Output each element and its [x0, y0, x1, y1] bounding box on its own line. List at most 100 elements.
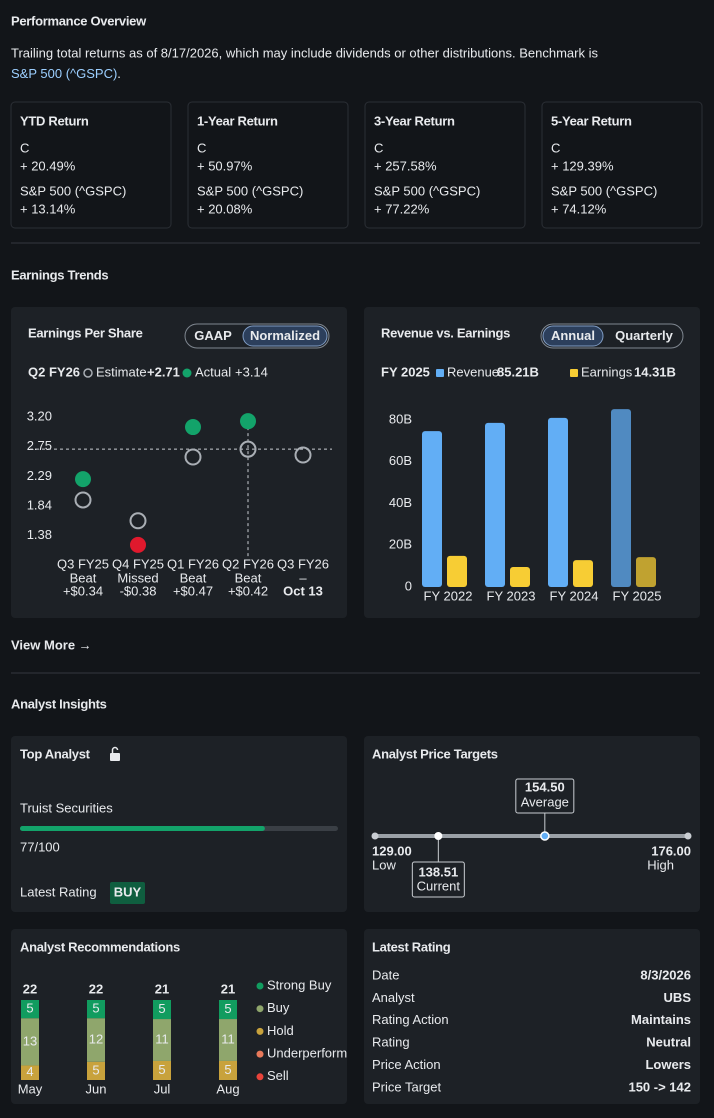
symbol-return: + 50.97% [197, 158, 253, 173]
stack-segment[interactable] [219, 1019, 237, 1061]
benchmark: S&P 500 (^GSPC) [20, 183, 126, 198]
row-label: Price Action [372, 1057, 441, 1072]
rating-badge-text: BUY [114, 884, 142, 899]
panel [364, 929, 700, 1104]
result-label: Beat [70, 570, 97, 585]
bar[interactable] [636, 557, 656, 587]
result-label: Beat [180, 570, 207, 585]
y-tick-label: 20B [389, 537, 412, 552]
total-label: 22 [89, 981, 103, 996]
toggle-active [542, 325, 604, 347]
score-bar [20, 826, 265, 831]
bar[interactable] [485, 422, 505, 587]
bar[interactable] [611, 409, 631, 587]
bar[interactable] [510, 566, 530, 587]
x-tick-label: Q3 FY25 [57, 556, 109, 571]
stack-segment[interactable] [219, 1000, 237, 1020]
stack-segment[interactable] [153, 1060, 171, 1080]
total-label: 21 [221, 981, 235, 996]
symbol: C [197, 140, 206, 155]
y-tick-label: 80B [389, 411, 412, 426]
toggle-option[interactable]: Annual [551, 328, 595, 343]
return-card [10, 101, 172, 229]
return-card [541, 101, 703, 229]
segment-label: 12 [89, 1031, 103, 1046]
toggle-option[interactable]: GAAP [194, 328, 232, 343]
return-card [187, 101, 349, 229]
card-title: YTD Return [20, 113, 89, 128]
stack-segment[interactable] [21, 1000, 39, 1019]
legend-label: Earnings [581, 364, 633, 379]
stack-segment[interactable] [87, 1061, 105, 1080]
estimate-point [129, 512, 147, 530]
x-tick-label: Q1 FY26 [167, 556, 219, 571]
surprise-label: +$0.42 [228, 583, 268, 598]
stack-segment[interactable] [21, 1065, 39, 1080]
legend-dot [256, 1050, 264, 1058]
surprise-label: +$0.34 [63, 583, 103, 598]
stack-segment[interactable] [153, 1000, 171, 1020]
stack-segment[interactable] [87, 1000, 105, 1019]
actual-point [240, 413, 256, 430]
legend-label: Sell [267, 1068, 289, 1083]
bar[interactable] [573, 560, 593, 587]
bar[interactable] [422, 431, 442, 587]
y-tick-label: 60B [389, 453, 412, 468]
y-tick-label: 3.20 [27, 409, 52, 424]
stack-segment[interactable] [87, 1018, 105, 1062]
card-title: Revenue vs. Earnings [381, 325, 510, 340]
y-tick-label: 1.38 [27, 527, 52, 542]
row-value: Neutral [646, 1035, 691, 1050]
high-name: High [647, 857, 674, 872]
x-tick-label: FY 2024 [550, 588, 599, 603]
stack-segment[interactable] [153, 1019, 171, 1061]
segment-label: 5 [158, 1001, 165, 1016]
segment-label: 5 [224, 1001, 231, 1016]
result-label: – [299, 570, 307, 585]
card-title: Analyst Price Targets [372, 746, 498, 761]
bar[interactable] [447, 555, 467, 587]
page-title: Performance Overview [11, 13, 147, 28]
segment-label: 13 [23, 1033, 37, 1048]
legend-actual [182, 368, 192, 378]
symbol-return: + 129.39% [551, 158, 614, 173]
stack-segment[interactable] [21, 1018, 39, 1066]
panel [11, 736, 347, 912]
rating-badge [110, 882, 145, 904]
row-label: Analyst [372, 990, 415, 1005]
row-value: 8/3/2026 [640, 967, 691, 982]
bar[interactable] [548, 417, 568, 587]
stack-segment[interactable] [219, 1060, 237, 1080]
benchmark-return: + 13.14% [20, 201, 76, 216]
card-title: Earnings Per Share [28, 325, 143, 340]
legend-label: Actual [195, 364, 231, 379]
benchmark: S&P 500 (^GSPC) [551, 183, 657, 198]
total-label: 22 [23, 981, 37, 996]
segment-label: 5 [158, 1062, 165, 1077]
section-title: Analyst Insights [11, 696, 107, 711]
x-tick-label: Jun [86, 1081, 107, 1096]
estimate-point [294, 446, 312, 464]
lock-icon [111, 746, 119, 753]
x-tick-label: May [18, 1081, 43, 1096]
estimate-point [74, 491, 92, 509]
view-more-link[interactable]: View More → [11, 637, 92, 652]
legend-label: Hold [267, 1023, 294, 1038]
benchmark-return: + 20.08% [197, 201, 253, 216]
toggle-option[interactable]: Normalized [250, 328, 320, 343]
legend-estimate [83, 368, 93, 378]
benchmark-link[interactable]: S&P 500 (^GSPC) [11, 66, 117, 81]
score-label: 77/100 [20, 839, 60, 854]
legend-period: FY 2025 [381, 364, 430, 379]
benchmark: S&P 500 (^GSPC) [197, 183, 303, 198]
card-title: 3-Year Return [374, 113, 455, 128]
symbol-return: + 257.58% [374, 158, 437, 173]
actual-point [185, 419, 201, 436]
actual-point [75, 471, 91, 488]
toggle-option[interactable]: Quarterly [615, 328, 674, 343]
subtitle: S&P 500 (^GSPC). [11, 66, 121, 81]
card-title: Top Analyst [20, 746, 91, 761]
surprise-label: -$0.38 [120, 583, 157, 598]
surprise-label: Oct 13 [283, 583, 323, 598]
legend-value: 14.31B [634, 364, 676, 379]
